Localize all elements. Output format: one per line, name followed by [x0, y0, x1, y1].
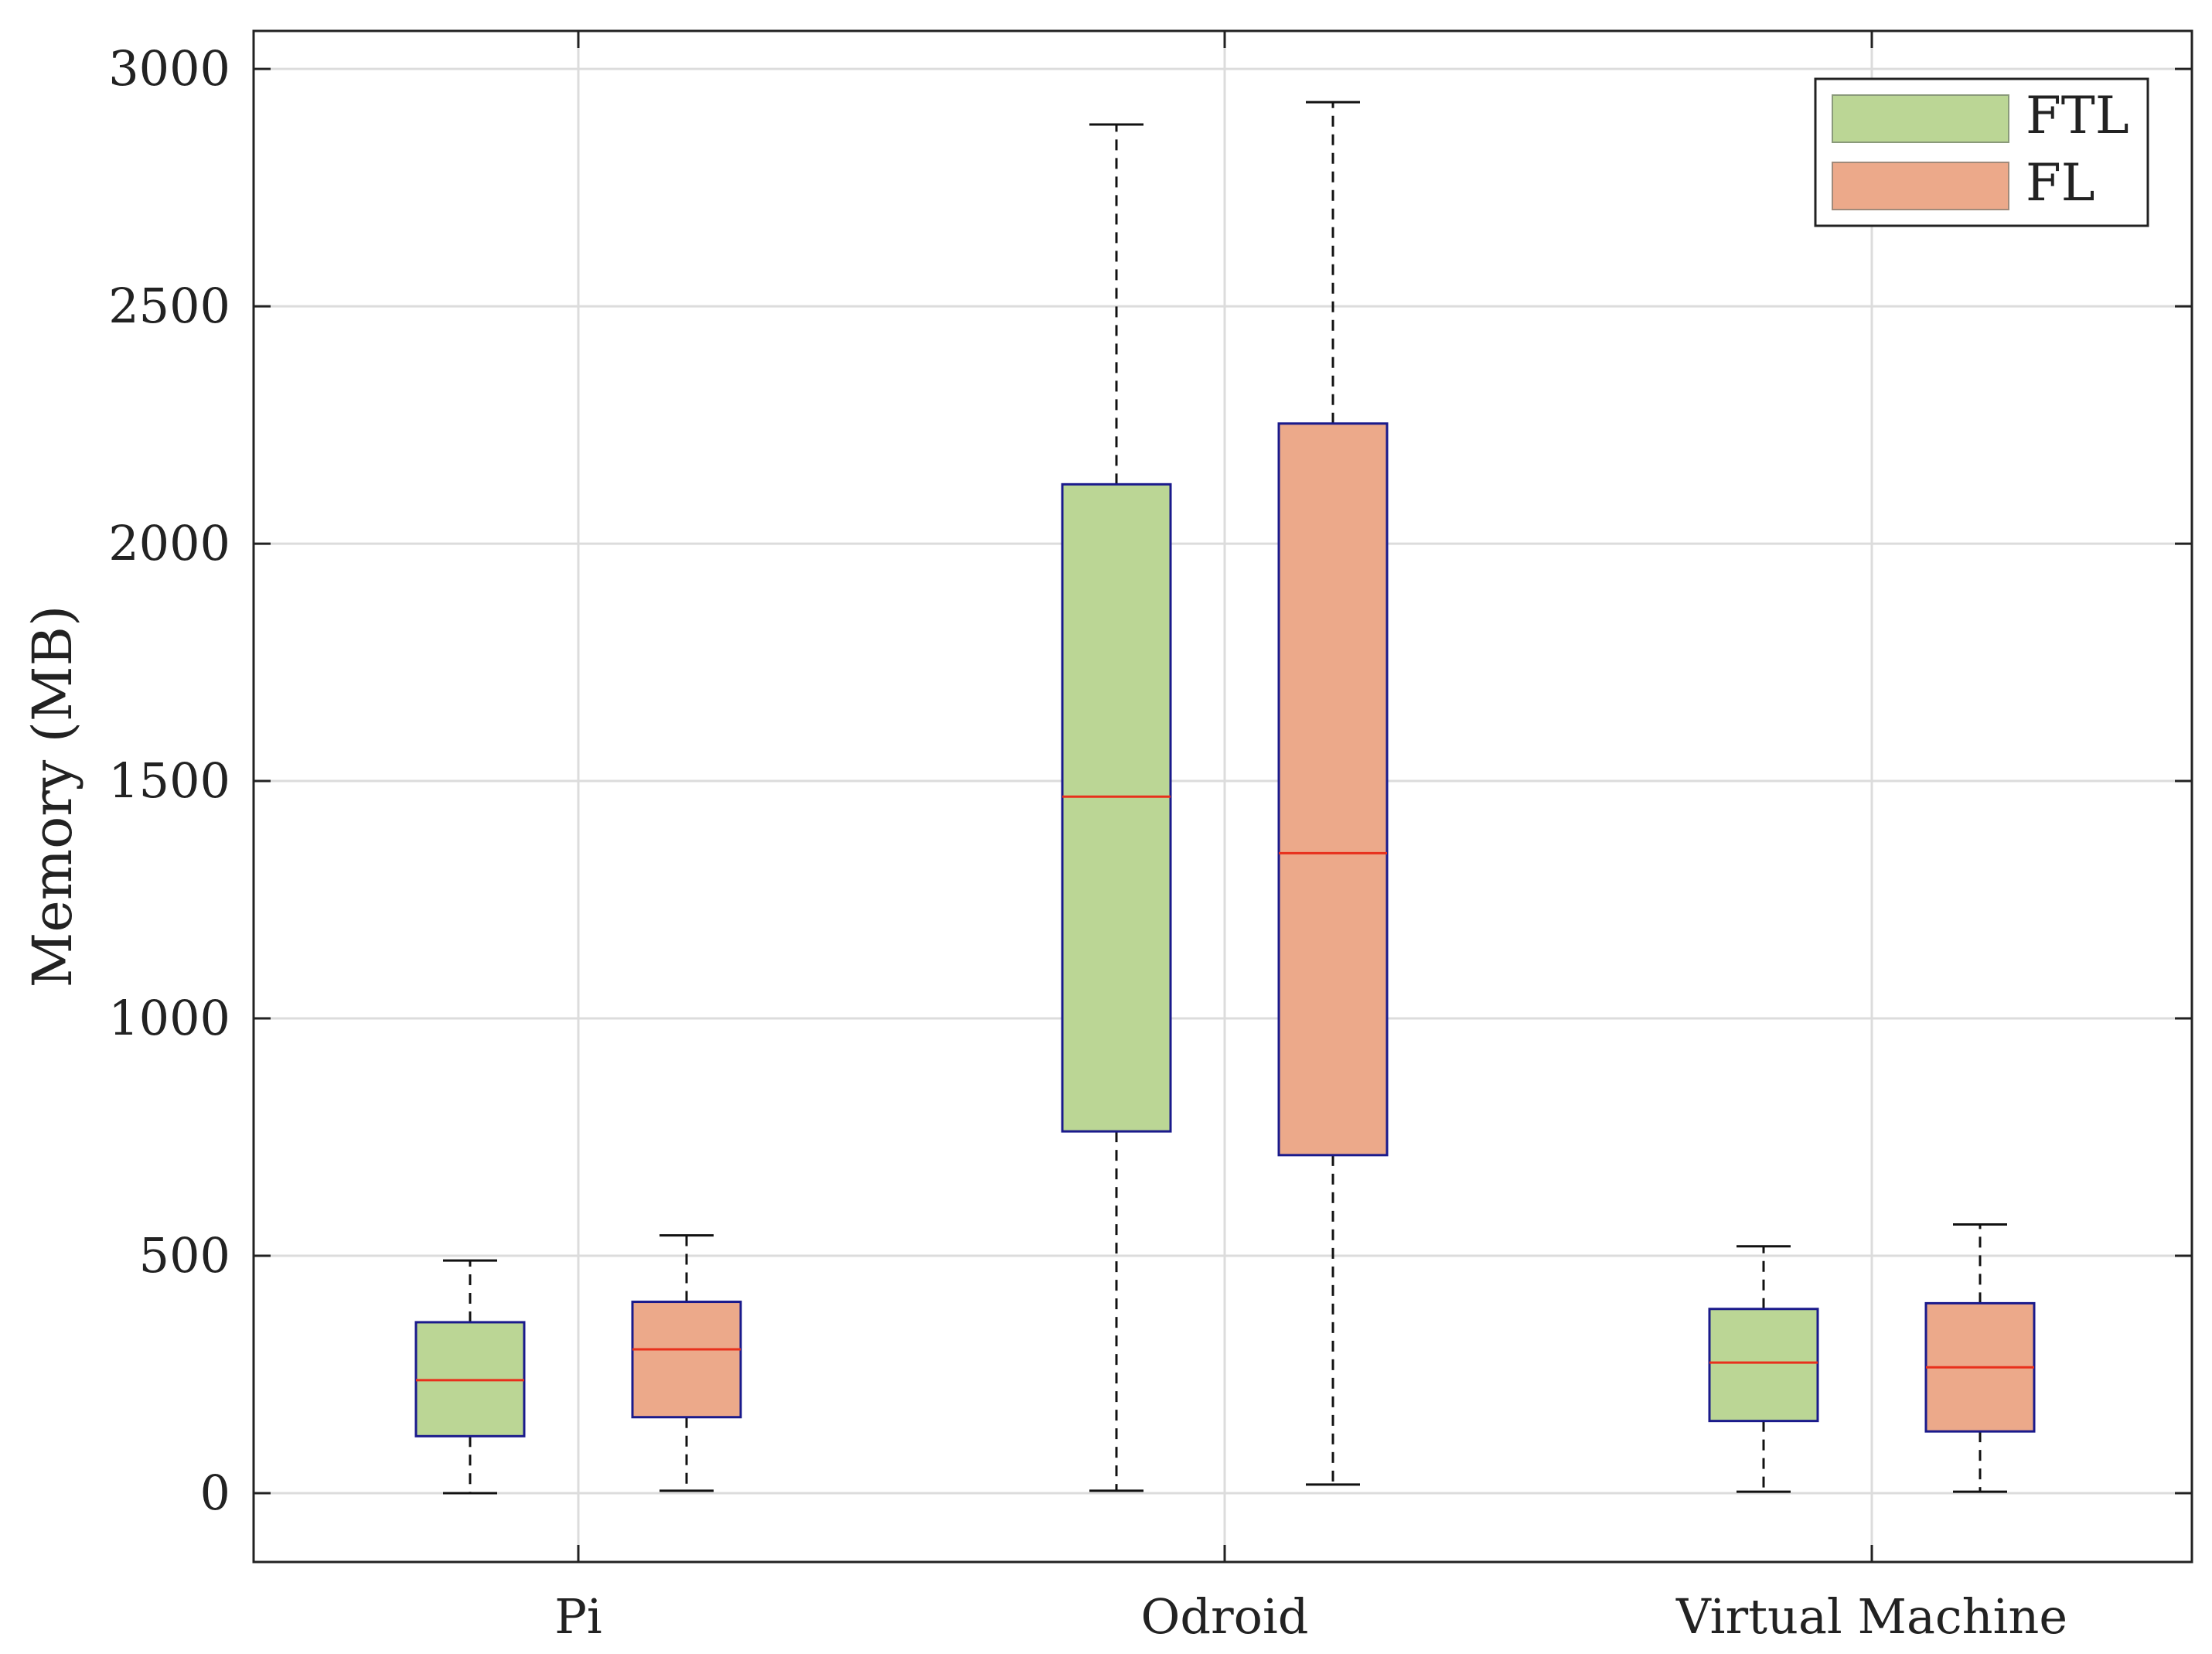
grid-layer: [254, 31, 2192, 1562]
y-axis-label: Memory (MB): [21, 605, 84, 988]
box-fl-odroid: [1277, 422, 1389, 1157]
legend-swatch-fl: [1832, 162, 2009, 210]
y-tick-label: 1500: [108, 752, 230, 809]
legend: FTL FL: [1814, 77, 2149, 227]
y-tick-label: 2000: [108, 515, 230, 571]
box-fl-pi: [631, 1301, 742, 1419]
x-tick-label: Pi: [554, 1588, 602, 1645]
legend-swatch-ftl: [1832, 94, 2009, 143]
box-ftl-odroid: [1061, 483, 1172, 1133]
legend-label-fl: FL: [2026, 153, 2095, 213]
legend-label-ftl: FTL: [2026, 86, 2129, 145]
x-tick-label: Odroid: [1141, 1588, 1309, 1645]
y-tick-label: 500: [139, 1227, 230, 1284]
x-tick-label: Virtual Machine: [1675, 1588, 2067, 1645]
tick-layer: 0 500 1000 1500 2000 2500 3000 Pi Odroid Virtual …: [108, 31, 2192, 1645]
y-tick-label: 2500: [108, 278, 230, 334]
plot-frame: [252, 29, 2193, 1564]
box-layer: [414, 101, 2036, 1495]
y-tick-label: 3000: [108, 40, 230, 97]
y-tick-label: 1000: [108, 990, 230, 1046]
y-tick-label: 0: [200, 1465, 230, 1521]
box-ftl-virtual-machine: [1708, 1308, 1819, 1423]
